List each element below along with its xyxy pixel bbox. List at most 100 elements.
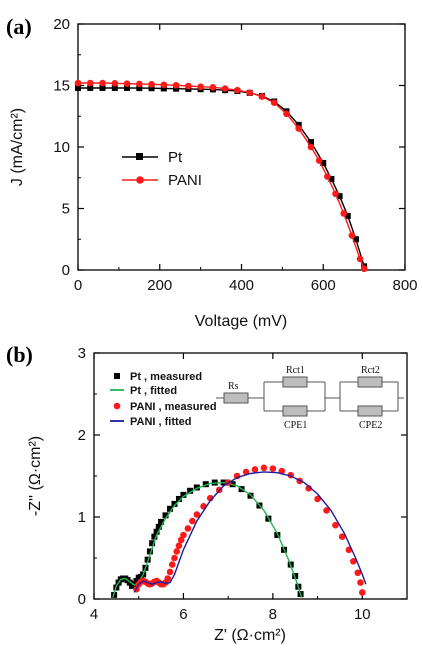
data-point-pani xyxy=(360,265,368,273)
rct1-element xyxy=(282,376,308,388)
data-point-pt-measured xyxy=(158,518,165,525)
data-point-pani xyxy=(295,125,303,132)
data-point-pani-measured xyxy=(251,466,259,473)
y-tick-label: 1 xyxy=(78,509,86,526)
data-point-pt-measured xyxy=(146,548,153,555)
data-point-pani xyxy=(99,79,106,87)
data-point-pt-measured xyxy=(167,505,174,512)
data-point-pt xyxy=(148,85,155,92)
data-point-pt xyxy=(295,121,302,128)
data-point-pt-measured xyxy=(193,484,200,491)
data-point-pani xyxy=(160,81,168,89)
cpe1-label: CPE1 xyxy=(284,420,307,431)
y-tick-label: 0 xyxy=(78,591,86,608)
data-point-pt-measured xyxy=(162,512,169,519)
y-tick-label: 5 xyxy=(62,201,70,218)
series-line-pt-fitted xyxy=(112,481,303,598)
panel-b: (b) 4 6 8 10 0 1 2 3 Z' (Ω·cm²) -Z'' (Ω·cm²) Pt… xyxy=(6,342,408,644)
data-point-pt xyxy=(328,175,335,182)
data-point-pani-measured xyxy=(171,554,178,562)
data-point-pani xyxy=(209,84,217,91)
series-line-pt xyxy=(78,87,365,267)
data-point-pani xyxy=(221,85,229,92)
panel-b-label: (b) xyxy=(6,342,33,367)
data-point-pani xyxy=(148,80,155,88)
data-point-pani xyxy=(307,143,315,151)
panel-b-ylabel: -Z'' (Ω·cm²) xyxy=(27,436,44,516)
x-tick-label: 8 xyxy=(269,606,277,623)
data-point-pt-measured xyxy=(155,523,162,530)
data-point-pani-measured xyxy=(350,557,357,565)
legend-pt-fitted-label: Pt , fitted xyxy=(130,385,177,397)
legend-pani-fitted-label: PANI , fitted xyxy=(130,416,192,428)
data-point-pt-measured xyxy=(131,581,138,588)
data-point-pani-measured xyxy=(173,548,181,555)
data-point-pani xyxy=(86,79,94,87)
panel-a-label: (a) xyxy=(6,14,32,39)
data-point-pt-measured xyxy=(171,500,178,507)
data-point-pani xyxy=(234,86,241,94)
data-point-pani-measured xyxy=(184,525,192,532)
panel-b-ticks: 4 6 8 10 0 1 2 3 xyxy=(78,345,407,623)
panel-a-plot-frame xyxy=(77,23,406,271)
data-point-pani xyxy=(246,89,253,96)
data-point-pani-measured xyxy=(323,507,330,514)
data-point-pani xyxy=(348,232,356,239)
data-point-pt xyxy=(136,85,143,92)
data-point-pt xyxy=(320,159,327,166)
data-point-pt-measured xyxy=(180,491,187,498)
y-tick-label: 0 xyxy=(62,262,70,279)
cpe1-element xyxy=(282,405,308,417)
data-point-pt-measured xyxy=(151,533,158,540)
data-point-pani xyxy=(136,80,143,88)
legend-pt-measured-marker xyxy=(114,373,120,379)
data-point-pani xyxy=(283,110,290,118)
y-tick-label: 20 xyxy=(53,16,70,33)
data-point-pt xyxy=(336,193,343,200)
panel-a-legend: Pt PANI xyxy=(122,149,202,189)
data-point-pani xyxy=(270,99,278,107)
legend-pt-marker xyxy=(136,153,143,160)
data-point-pt xyxy=(352,236,359,243)
data-point-pani-measured xyxy=(164,575,172,582)
data-point-pani xyxy=(332,190,339,198)
data-point-pt-measured xyxy=(133,577,140,584)
data-point-pani-measured xyxy=(305,485,312,492)
cpe2-label: CPE2 xyxy=(359,420,382,431)
data-point-pani xyxy=(197,83,204,91)
data-point-pani-measured xyxy=(269,465,277,472)
data-point-pani-measured xyxy=(358,589,366,596)
y-tick-label: 3 xyxy=(78,345,86,362)
legend-pani-measured-marker xyxy=(113,402,121,410)
rct2-label: Rct2 xyxy=(361,365,380,376)
data-point-pani-measured xyxy=(175,542,183,549)
x-tick-label: 4 xyxy=(90,606,98,623)
legend-pani-measured-label: PANI , measured xyxy=(130,401,217,413)
data-point-pt xyxy=(124,84,131,91)
data-point-pani-measured xyxy=(189,517,196,525)
legend-pani-label: PANI xyxy=(168,172,202,189)
data-point-pani xyxy=(315,157,323,164)
data-point-pt xyxy=(307,139,314,146)
data-point-pani xyxy=(324,173,331,180)
data-point-pani-measured xyxy=(354,569,362,577)
rs-element xyxy=(223,392,249,404)
data-point-pani-measured xyxy=(332,521,339,529)
data-point-pani xyxy=(123,80,131,87)
data-point-pani-measured xyxy=(314,495,321,503)
series-line-pani xyxy=(78,82,365,270)
data-point-pt-measured xyxy=(202,481,209,488)
data-point-pt-measured xyxy=(187,487,194,494)
data-point-pani-measured xyxy=(338,533,346,540)
x-tick-label: 0 xyxy=(74,277,82,294)
rct2-element xyxy=(357,376,383,388)
y-tick-label: 2 xyxy=(78,427,86,444)
data-point-pani-measured xyxy=(242,468,250,476)
data-point-pt xyxy=(99,84,106,91)
legend-pt-measured-label: Pt , measured xyxy=(130,371,202,383)
data-point-pani xyxy=(340,210,347,217)
data-point-pani xyxy=(74,79,82,87)
data-point-pt xyxy=(111,84,118,91)
data-point-pt xyxy=(87,84,94,91)
x-tick-label: 800 xyxy=(392,277,417,294)
